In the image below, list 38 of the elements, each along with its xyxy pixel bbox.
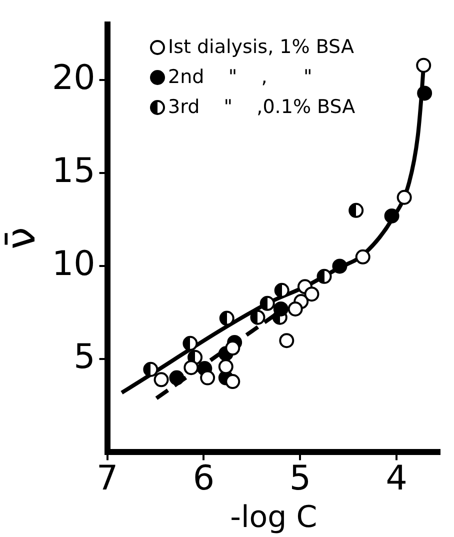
y-tick-label: 5 — [74, 337, 96, 378]
point — [184, 360, 199, 376]
point — [143, 362, 158, 377]
point — [274, 282, 290, 298]
point — [169, 370, 184, 386]
point — [218, 359, 234, 374]
legend-label: 2nd " , " — [168, 65, 312, 90]
x-tick-label: 6 — [192, 458, 215, 498]
x-tick-label: 7 — [96, 458, 118, 498]
point — [182, 336, 198, 351]
legend-label: Ist dialysis, 1% BSA — [168, 35, 354, 60]
point — [219, 310, 234, 326]
point — [417, 86, 432, 101]
point — [384, 208, 400, 224]
point — [273, 301, 288, 316]
y-axis-title: ν̄ — [0, 227, 44, 250]
point — [250, 310, 266, 325]
point — [316, 268, 332, 284]
point — [332, 258, 348, 274]
point — [154, 372, 169, 388]
x-tick-label: 4 — [386, 458, 408, 498]
point — [260, 296, 275, 311]
x-axis-title: -log C — [230, 500, 318, 535]
point — [304, 286, 320, 302]
y-tick-label: 20 — [52, 58, 96, 98]
point — [355, 249, 370, 264]
y-tick-label: 15 — [52, 151, 96, 192]
point — [225, 374, 240, 390]
y-tick-label: 10 — [52, 244, 96, 284]
point — [279, 333, 294, 348]
x-tick-label: 5 — [289, 458, 311, 498]
point — [288, 301, 303, 316]
point — [348, 202, 364, 218]
point — [416, 58, 432, 73]
legend-label: 3rd " ,0.1% BSA — [168, 95, 356, 120]
point — [225, 340, 240, 356]
point — [200, 370, 216, 386]
point — [396, 190, 412, 205]
